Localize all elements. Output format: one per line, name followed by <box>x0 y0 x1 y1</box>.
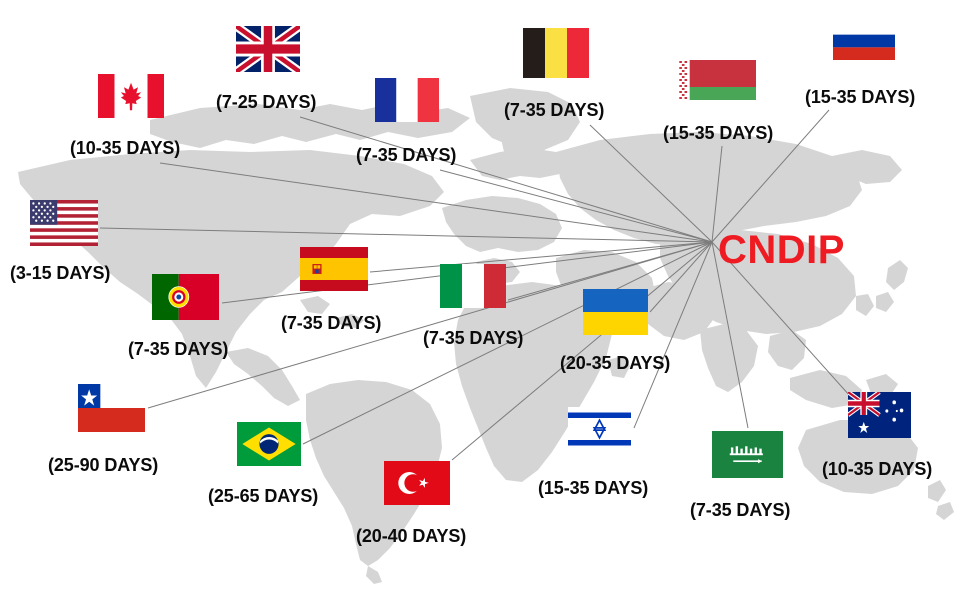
flag-chile-icon <box>78 384 145 432</box>
delivery-time-label-russia: (15-35 DAYS) <box>805 87 916 107</box>
delivery-time-label-france: (7-35 DAYS) <box>356 145 457 165</box>
delivery-time-label-israel: (15-35 DAYS) <box>538 478 649 498</box>
delivery-time-label-ukraine: (20-35 DAYS) <box>560 353 671 373</box>
flag-belgium-icon <box>523 28 589 78</box>
flag-portugal-icon <box>152 274 219 320</box>
route-line-belarus <box>711 145 723 243</box>
route-line-canada <box>159 162 713 243</box>
delivery-time-label-united-states: (3-15 DAYS) <box>10 263 111 283</box>
flag-belarus-icon <box>678 60 756 100</box>
route-line-united-kingdom <box>299 116 713 243</box>
route-line-turkey <box>451 241 713 461</box>
flag-united-kingdom-icon <box>236 26 300 72</box>
flag-turkey-icon <box>384 461 450 505</box>
delivery-time-label-chile: (25-90 DAYS) <box>48 455 159 475</box>
route-line-saudi-arabia <box>711 241 749 429</box>
route-line-ukraine <box>649 241 713 313</box>
route-line-belgium <box>589 124 713 243</box>
route-line-united-states <box>99 227 713 243</box>
delivery-time-label-belgium: (7-35 DAYS) <box>504 100 605 120</box>
hub-origin-label: CNDIP <box>718 228 845 272</box>
route-line-australia <box>711 241 851 397</box>
route-line-chile <box>147 241 713 409</box>
flag-ukraine-icon <box>583 289 648 335</box>
route-line-russia <box>711 109 830 243</box>
delivery-time-label-portugal: (7-35 DAYS) <box>128 339 229 359</box>
route-line-brazil <box>302 241 713 445</box>
delivery-time-label-italy: (7-35 DAYS) <box>423 328 524 348</box>
delivery-time-label-brazil: (25-65 DAYS) <box>208 486 319 506</box>
flag-france-icon <box>375 78 439 122</box>
route-line-israel <box>633 241 713 429</box>
flag-saudi-arabia-icon <box>712 431 783 478</box>
delivery-time-label-canada: (10-35 DAYS) <box>70 138 181 158</box>
flag-brazil-icon <box>237 422 301 466</box>
flag-russia-icon <box>833 22 895 60</box>
delivery-time-label-turkey: (20-40 DAYS) <box>356 526 467 546</box>
flag-australia-icon <box>848 392 911 438</box>
delivery-time-label-united-kingdom: (7-25 DAYS) <box>216 92 317 112</box>
delivery-time-label-saudi-arabia: (7-35 DAYS) <box>690 500 791 520</box>
flag-spain-icon <box>300 247 368 291</box>
delivery-time-label-australia: (10-35 DAYS) <box>822 459 933 479</box>
delivery-time-label-spain: (7-35 DAYS) <box>281 313 382 333</box>
route-line-spain <box>369 241 713 273</box>
flag-italy-icon <box>440 264 506 308</box>
flag-united-states-icon <box>30 200 98 246</box>
route-line-france <box>439 169 713 243</box>
flag-canada-icon <box>98 74 164 118</box>
delivery-time-label-belarus: (15-35 DAYS) <box>663 123 774 143</box>
flag-israel-icon <box>568 407 631 451</box>
